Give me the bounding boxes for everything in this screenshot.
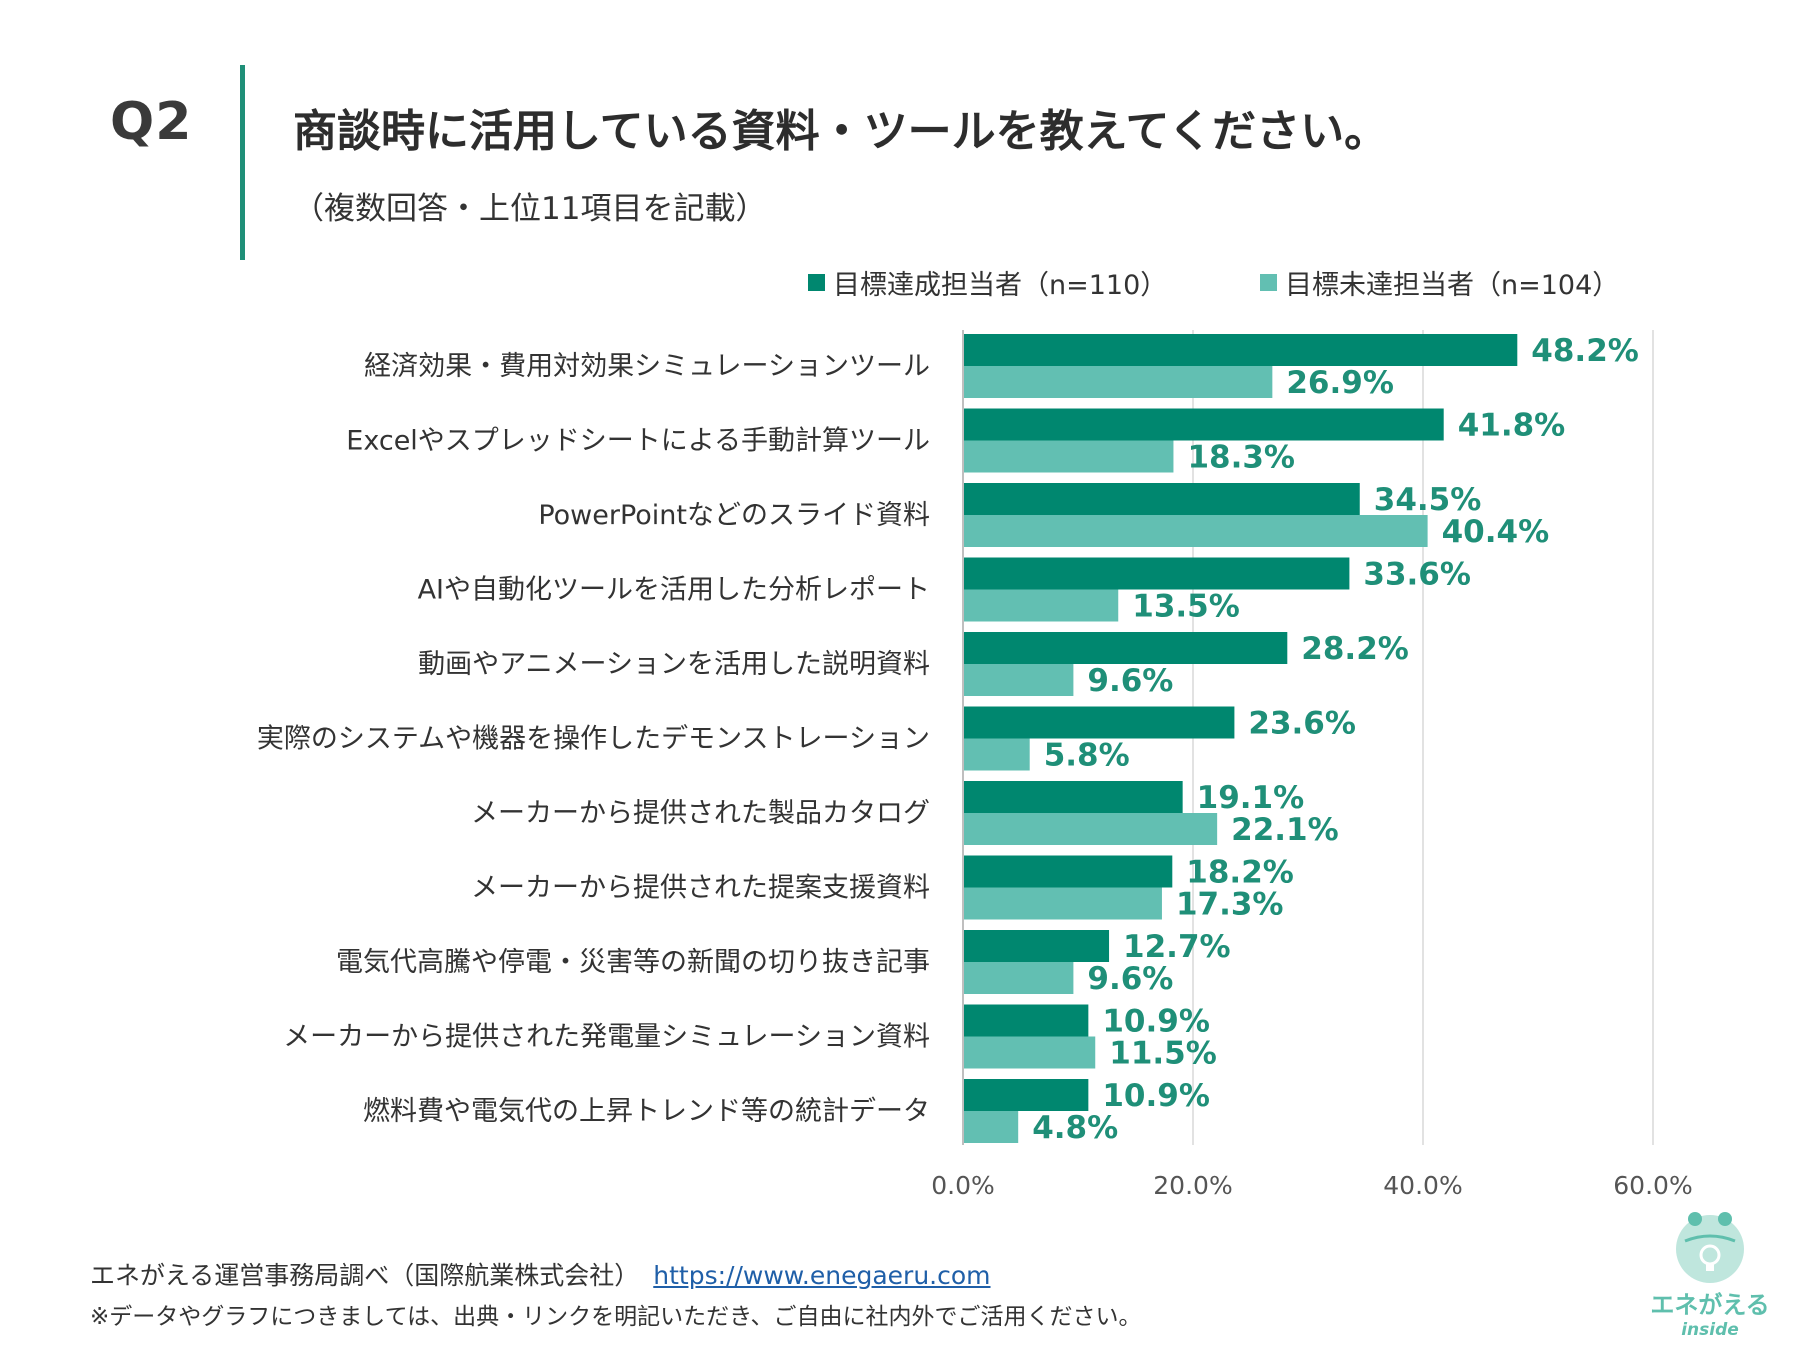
value-label-achieved: 33.6% bbox=[1363, 557, 1471, 593]
legend-label-achieved: 目標達成担当者（n=110） bbox=[833, 270, 1168, 301]
value-label-achieved: 23.6% bbox=[1248, 706, 1356, 742]
x-tick-label: 40.0% bbox=[1383, 1171, 1462, 1200]
x-tick-label: 60.0% bbox=[1613, 1171, 1692, 1200]
bar-achieved bbox=[963, 930, 1110, 962]
value-label-not-achieved: 4.8% bbox=[1032, 1110, 1118, 1146]
bar-achieved bbox=[963, 408, 1444, 441]
bar-achieved bbox=[963, 781, 1183, 813]
bar-achieved bbox=[963, 706, 1235, 739]
value-label-not-achieved: 18.3% bbox=[1187, 440, 1295, 476]
value-label-achieved: 18.2% bbox=[1186, 855, 1294, 891]
bar-achieved bbox=[963, 632, 1288, 664]
bar-not-achieved bbox=[963, 1036, 1096, 1069]
logo-mascot-icon bbox=[1676, 1212, 1744, 1283]
logo-subtext: inside bbox=[1681, 1320, 1739, 1340]
bar-achieved bbox=[963, 483, 1360, 515]
category-label: 燃料費や電気代の上昇トレンド等の統計データ bbox=[363, 1096, 930, 1127]
title-divider bbox=[240, 65, 245, 260]
x-tick-label: 0.0% bbox=[931, 1171, 995, 1200]
value-label-not-achieved: 11.5% bbox=[1109, 1036, 1217, 1072]
value-label-not-achieved: 9.6% bbox=[1087, 663, 1173, 699]
source-credit: エネがえる運営事務局調べ（国際航業株式会社） https://www.enegae… bbox=[90, 1256, 991, 1292]
bar-not-achieved bbox=[963, 1111, 1019, 1143]
value-label-achieved: 10.9% bbox=[1102, 1004, 1210, 1040]
bar-not-achieved bbox=[963, 738, 1030, 771]
value-label-not-achieved: 17.3% bbox=[1176, 887, 1284, 923]
bar-achieved bbox=[963, 855, 1173, 888]
legend-item-not-achieved: 目標未達担当者（n=104） bbox=[1260, 263, 1619, 302]
bar-achieved bbox=[963, 1079, 1089, 1111]
bar-achieved bbox=[963, 334, 1518, 366]
value-label-not-achieved: 22.1% bbox=[1231, 812, 1339, 848]
category-label: Excelやスプレッドシートによる手動計算ツール bbox=[346, 426, 930, 457]
value-label-not-achieved: 26.9% bbox=[1286, 365, 1394, 401]
bar-not-achieved bbox=[963, 962, 1074, 994]
category-label: 電気代高騰や停電・災害等の新聞の切り抜き記事 bbox=[336, 947, 930, 978]
x-tick-label: 20.0% bbox=[1153, 1171, 1232, 1200]
category-label: 実際のシステムや機器を操作したデモンストレーション bbox=[257, 724, 930, 755]
value-label-achieved: 12.7% bbox=[1123, 929, 1231, 965]
bar-not-achieved bbox=[963, 366, 1273, 398]
category-label: AIや自動化ツールを活用した分析レポート bbox=[418, 575, 930, 606]
category-label: 動画やアニメーションを活用した説明資料 bbox=[418, 649, 930, 680]
category-label: メーカーから提供された製品カタログ bbox=[471, 798, 930, 829]
bar-not-achieved bbox=[963, 589, 1119, 622]
category-label: メーカーから提供された発電量シミュレーション資料 bbox=[283, 1022, 930, 1053]
legend-item-achieved: 目標達成担当者（n=110） bbox=[808, 263, 1167, 302]
legend-swatch-not-achieved bbox=[1260, 274, 1277, 291]
bar-not-achieved bbox=[963, 887, 1162, 920]
bar-not-achieved bbox=[963, 515, 1428, 547]
category-label: 経済効果・費用対効果シミュレーションツール bbox=[364, 351, 930, 382]
value-label-achieved: 28.2% bbox=[1301, 631, 1409, 667]
source-link[interactable]: https://www.enegaeru.com bbox=[653, 1261, 991, 1290]
source-text: エネがえる運営事務局調べ（国際航業株式会社） bbox=[90, 1261, 640, 1290]
value-label-not-achieved: 5.8% bbox=[1044, 738, 1130, 774]
question-number: Q2 bbox=[110, 92, 193, 152]
bar-achieved bbox=[963, 1004, 1089, 1037]
value-label-achieved: 19.1% bbox=[1197, 780, 1305, 816]
value-label-not-achieved: 9.6% bbox=[1087, 961, 1173, 997]
value-label-not-achieved: 13.5% bbox=[1132, 589, 1240, 625]
brand-logo: エネがえる inside bbox=[1640, 1205, 1780, 1340]
page-subtitle: （複数回答・上位11項目を記載） bbox=[293, 191, 767, 227]
bar-not-achieved bbox=[963, 813, 1218, 845]
bar-not-achieved bbox=[963, 440, 1174, 473]
value-label-achieved: 48.2% bbox=[1531, 333, 1639, 369]
legend-label-not-achieved: 目標未達担当者（n=104） bbox=[1285, 270, 1620, 301]
value-label-achieved: 41.8% bbox=[1458, 408, 1566, 444]
value-label-achieved: 10.9% bbox=[1102, 1078, 1210, 1114]
bar-achieved bbox=[963, 557, 1350, 590]
category-label: PowerPointなどのスライド資料 bbox=[538, 500, 930, 531]
bar-chart: 0.0% 20.0% 40.0% 60.0% 経済効果・費用対効果シミュレーションツール… bbox=[257, 330, 1693, 1200]
bar-not-achieved bbox=[963, 664, 1074, 696]
legend-swatch-achieved bbox=[808, 274, 825, 291]
value-label-achieved: 34.5% bbox=[1374, 482, 1482, 518]
value-label-not-achieved: 40.4% bbox=[1442, 514, 1550, 550]
category-label: メーカーから提供された提案支援資料 bbox=[471, 873, 930, 904]
usage-note: ※データやグラフにつきましては、出典・リンクを明記いただき、ご自由に社内外でご活… bbox=[90, 1304, 1142, 1330]
page-title: 商談時に活用している資料・ツールを教えてください。 bbox=[293, 106, 1389, 157]
logo-name: エネがえる bbox=[1650, 1291, 1770, 1319]
